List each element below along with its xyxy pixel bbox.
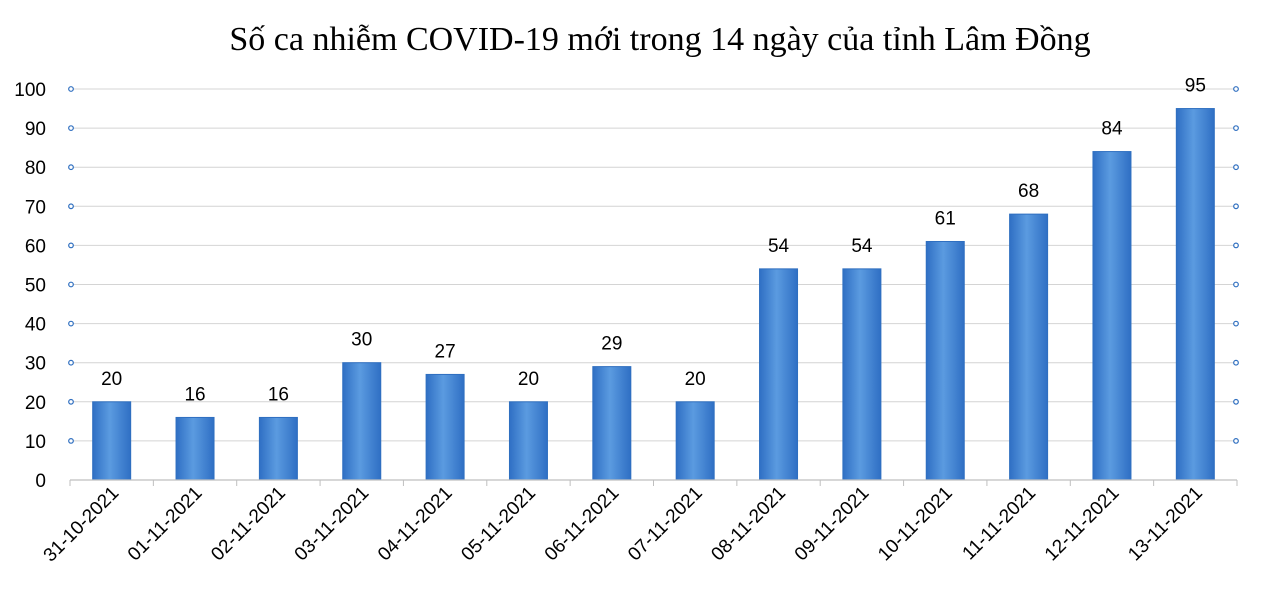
y-axis-marker [68, 164, 74, 171]
x-tick-label: 12-11-2021 [1041, 483, 1124, 566]
bar [508, 401, 548, 481]
bar [425, 373, 465, 481]
y-axis-marker [1233, 281, 1239, 288]
bar [759, 268, 799, 481]
data-label: 95 [1185, 76, 1206, 97]
y-axis-marker [1233, 359, 1239, 366]
y-axis-marker [1233, 164, 1239, 171]
chart-title: Số ca nhiễm COVID-19 mới trong 14 ngày c… [229, 21, 1090, 58]
bar [925, 240, 965, 481]
y-axis-marker [1233, 125, 1239, 132]
gridlines [70, 88, 1237, 442]
bar [342, 362, 382, 481]
y-axis-marker [68, 438, 74, 444]
bar [1009, 213, 1049, 481]
y-axis-marker [1233, 398, 1239, 405]
data-label: 68 [1018, 181, 1039, 202]
x-tick-label: 11-11-2021 [959, 483, 1041, 565]
y-tick-label: 60 [25, 236, 46, 257]
y-tick-label: 20 [25, 393, 46, 414]
y-axis-marker [1233, 203, 1239, 210]
y-axis-marker [1233, 86, 1239, 92]
y-tick-label: 100 [14, 80, 46, 101]
data-label: 16 [268, 384, 289, 405]
y-axis-ticks: 0 10 20 30 40 50 60 70 80 90 100 [14, 80, 46, 492]
bar [1092, 151, 1132, 481]
x-tick-label: 10-11-2021 [874, 483, 957, 566]
x-tick-label: 07-11-2021 [624, 483, 707, 566]
x-tick-label: 13-11-2021 [1124, 483, 1207, 566]
x-tick-label: 02-11-2021 [207, 483, 290, 566]
bar [175, 416, 215, 481]
x-axis: 31-10-2021 01-11-2021 02-11-2021 03-11-2021… [40, 479, 1238, 567]
data-label: 54 [768, 236, 790, 257]
bar [842, 268, 882, 481]
y-axis-marker [1233, 242, 1239, 249]
x-tick-label: 09-11-2021 [791, 483, 874, 566]
y-tick-label: 30 [25, 354, 46, 375]
y-tick-label: 80 [25, 158, 46, 179]
y-axis-marker [1233, 320, 1239, 327]
y-tick-label: 0 [35, 471, 46, 492]
bar [1175, 108, 1215, 481]
bar [592, 366, 632, 481]
data-label: 29 [601, 334, 622, 355]
x-tick-label: 31-10-2021 [40, 483, 124, 567]
y-axis-marker [68, 320, 74, 327]
y-axis-marker [68, 359, 74, 366]
data-label: 61 [935, 208, 956, 229]
x-tick-label: 01-11-2021 [124, 483, 207, 566]
y-tick-label: 40 [25, 315, 46, 336]
data-label: 16 [184, 384, 205, 405]
data-label: 20 [518, 369, 539, 390]
x-tick-label: 06-11-2021 [541, 483, 624, 566]
y-tick-label: 90 [25, 119, 46, 140]
y-tick-label: 10 [25, 432, 46, 453]
x-tick-label: 08-11-2021 [707, 483, 790, 566]
data-label: 54 [851, 236, 873, 257]
y-axis-marker [68, 398, 74, 405]
bar [92, 401, 132, 481]
data-label: 20 [685, 369, 706, 390]
x-tick-label: 04-11-2021 [374, 483, 457, 566]
y-axis-marker [68, 203, 74, 210]
y-axis-marker [68, 86, 74, 92]
y-axis-marker [68, 242, 74, 249]
data-label: 30 [351, 330, 372, 351]
x-tick-label: 03-11-2021 [291, 483, 374, 566]
bars [92, 108, 1215, 481]
bar [675, 401, 715, 481]
bar [258, 416, 298, 481]
y-tick-label: 50 [25, 276, 46, 297]
y-axis-marker [68, 281, 74, 288]
y-tick-label: 70 [25, 197, 46, 218]
y-axis-marker [1233, 438, 1239, 444]
y-axis-marker [68, 125, 74, 132]
data-labels: 20 16 16 30 27 20 29 20 54 54 61 68 84 95 [101, 76, 1206, 406]
data-label: 27 [435, 341, 456, 362]
data-label: 20 [101, 369, 122, 390]
x-tick-label: 05-11-2021 [457, 483, 540, 566]
data-label: 84 [1101, 119, 1123, 140]
axis-markers [68, 86, 1239, 444]
